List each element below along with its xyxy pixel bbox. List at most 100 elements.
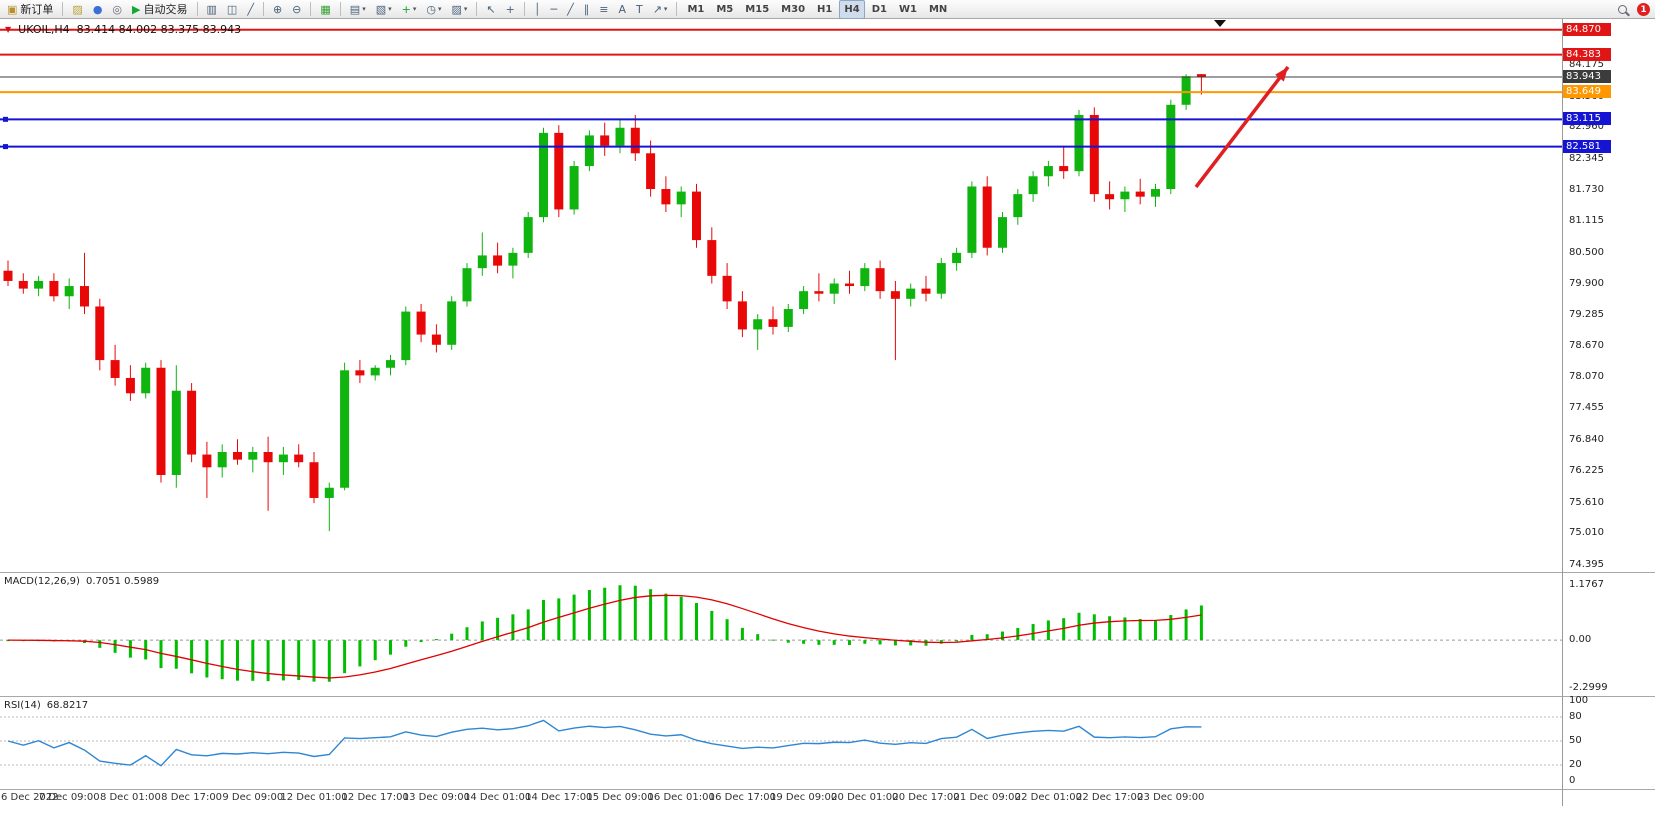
templates-button[interactable]: ▨ ▾ xyxy=(447,0,471,19)
crosshair-button[interactable]: + xyxy=(502,0,519,19)
text-label-button[interactable]: T xyxy=(632,0,647,19)
candle-body xyxy=(278,454,288,463)
periods-button[interactable]: ◷ ▾ xyxy=(422,0,445,19)
macd-histogram-bar xyxy=(740,627,744,641)
axis-label: 82.345 xyxy=(1569,152,1604,164)
indicators-icon: + xyxy=(401,2,411,16)
macd-histogram-bar xyxy=(312,640,316,682)
panel-separator[interactable] xyxy=(0,572,1655,573)
macd-histogram-bar xyxy=(542,599,545,641)
candle-body xyxy=(508,252,518,266)
line-chart-button[interactable]: ╱ xyxy=(243,0,258,19)
zoom-in-icon: ⊕ xyxy=(272,2,283,16)
price-chart-canvas[interactable] xyxy=(0,19,1562,572)
candle-body xyxy=(814,291,824,294)
rsi-indicator-label: RSI(14) 68.8217 xyxy=(4,700,88,711)
candle-body xyxy=(1120,191,1130,200)
panel-separator[interactable] xyxy=(0,696,1655,697)
time-axis[interactable]: 6 Dec 2022 7 Dec 09:00 8 Dec 01:00 8 Dec 17… xyxy=(0,790,1562,806)
profiles-button[interactable]: ▧ ▾ xyxy=(372,0,396,19)
mql5-button[interactable]: ◎ xyxy=(108,0,126,19)
arrows-dropdown-caret: ▾ xyxy=(663,5,668,13)
candle-body xyxy=(248,452,258,460)
timeframe-h1-button[interactable]: H1 xyxy=(812,0,837,19)
timeframe-d1-button[interactable]: D1 xyxy=(867,0,892,19)
zoom-out-button[interactable]: ⊖ xyxy=(288,0,305,19)
equidistant-channel-button[interactable]: ∥ xyxy=(580,0,594,19)
candle-body xyxy=(615,127,625,146)
candle-body xyxy=(722,275,732,302)
candle-body xyxy=(1089,114,1099,195)
bar-chart-icon: ▥ xyxy=(206,2,217,16)
candle-body xyxy=(783,309,793,327)
toolbar-separator xyxy=(339,2,341,16)
text-button[interactable]: A xyxy=(614,0,630,19)
zoom-in-button[interactable]: ⊕ xyxy=(269,0,286,19)
vertical-line-button[interactable]: │ xyxy=(530,0,545,19)
candle-body xyxy=(1043,166,1053,177)
rsi-canvas[interactable] xyxy=(0,697,1562,789)
indicators-button[interactable]: + ▾ xyxy=(398,0,421,19)
hline-anchor-marker[interactable] xyxy=(3,116,8,122)
macd-histogram-bar xyxy=(1184,609,1188,641)
autotrading-button[interactable]: ▶ 自动交易 xyxy=(128,0,191,19)
new-chart-button[interactable]: ▤ ▾ xyxy=(346,0,370,19)
toolbar-separator xyxy=(196,2,198,16)
axis-label: 75.010 xyxy=(1569,527,1604,539)
timeframe-m15-button[interactable]: M15 xyxy=(740,0,774,19)
timeframe-h4-button[interactable]: H4 xyxy=(839,0,865,19)
arrows-button[interactable]: ↗ ▾ xyxy=(649,0,672,19)
candle-body xyxy=(860,268,870,287)
trend-arrow[interactable] xyxy=(1194,65,1290,189)
tile-windows-button[interactable]: ▦ xyxy=(316,0,334,19)
macd-histogram-bar xyxy=(159,640,163,669)
candle-body xyxy=(584,135,594,167)
chart-shift-marker[interactable] xyxy=(1214,20,1226,27)
macd-histogram-bar xyxy=(526,609,530,641)
candle-body xyxy=(156,367,166,475)
candle-body xyxy=(600,135,610,146)
chart-title: ▼ UKOIL,H4 83.414 84.002 83.375 83.943 xyxy=(5,23,241,36)
bar-chart-button[interactable]: ▥ xyxy=(203,0,221,19)
candlestick-chart-button[interactable]: ◫ xyxy=(223,0,241,19)
timeframe-w1-button[interactable]: W1 xyxy=(894,0,922,19)
date-label: 12 Dec 17:00 xyxy=(341,792,409,803)
timeframe-h1-label: H1 xyxy=(817,3,833,15)
candle-body xyxy=(401,311,411,361)
price-axis[interactable]: 84.870 84.383 83.943 83.649 83.115 82.581 84.1… xyxy=(1562,19,1655,806)
community-button[interactable]: ● xyxy=(89,0,107,19)
date-label: 20 Dec 17:00 xyxy=(892,792,960,803)
timeframe-h4-label: H4 xyxy=(844,3,860,15)
new-order-button[interactable]: ▣ 新订单 xyxy=(3,0,57,19)
timeframe-mn-button[interactable]: MN xyxy=(924,0,952,19)
notification-badge[interactable]: 1 xyxy=(1637,3,1650,16)
metaeditor-button[interactable]: ▨ xyxy=(68,0,86,19)
timeframe-m5-button[interactable]: M5 xyxy=(711,0,738,19)
ohlc-values: 83.414 84.002 83.375 83.943 xyxy=(76,23,242,36)
horizontal-line-button[interactable]: ─ xyxy=(546,0,561,19)
date-label: 6 Dec 2022 xyxy=(1,792,59,803)
macd-histogram-bar xyxy=(1169,615,1173,641)
candle-body xyxy=(309,462,319,498)
axis-label: 78.070 xyxy=(1569,370,1604,382)
date-label: 8 Dec 17:00 xyxy=(161,792,223,803)
search-icon[interactable] xyxy=(1617,3,1630,17)
macd-canvas[interactable] xyxy=(0,573,1562,696)
timeframe-m30-button[interactable]: M30 xyxy=(776,0,810,19)
axis-label: 76.225 xyxy=(1569,465,1604,477)
macd-histogram-bar xyxy=(251,640,255,681)
candle-body xyxy=(431,334,441,345)
hline-anchor-marker[interactable] xyxy=(3,144,8,150)
candle-body xyxy=(692,191,701,241)
timeframe-m1-button[interactable]: M1 xyxy=(682,0,709,19)
fibonacci-button[interactable]: ≡ xyxy=(595,0,612,19)
macd-histogram-bar xyxy=(817,640,821,645)
macd-histogram-bar xyxy=(679,596,683,641)
panel-separator[interactable] xyxy=(0,789,1655,790)
crosshair-icon: + xyxy=(505,2,515,16)
cursor-button[interactable]: ↖ xyxy=(482,0,499,19)
macd-histogram-bar xyxy=(587,590,591,641)
macd-histogram-bar xyxy=(572,594,576,641)
trendline-button[interactable]: ╱ xyxy=(563,0,578,19)
macd-histogram-bar xyxy=(404,640,408,647)
